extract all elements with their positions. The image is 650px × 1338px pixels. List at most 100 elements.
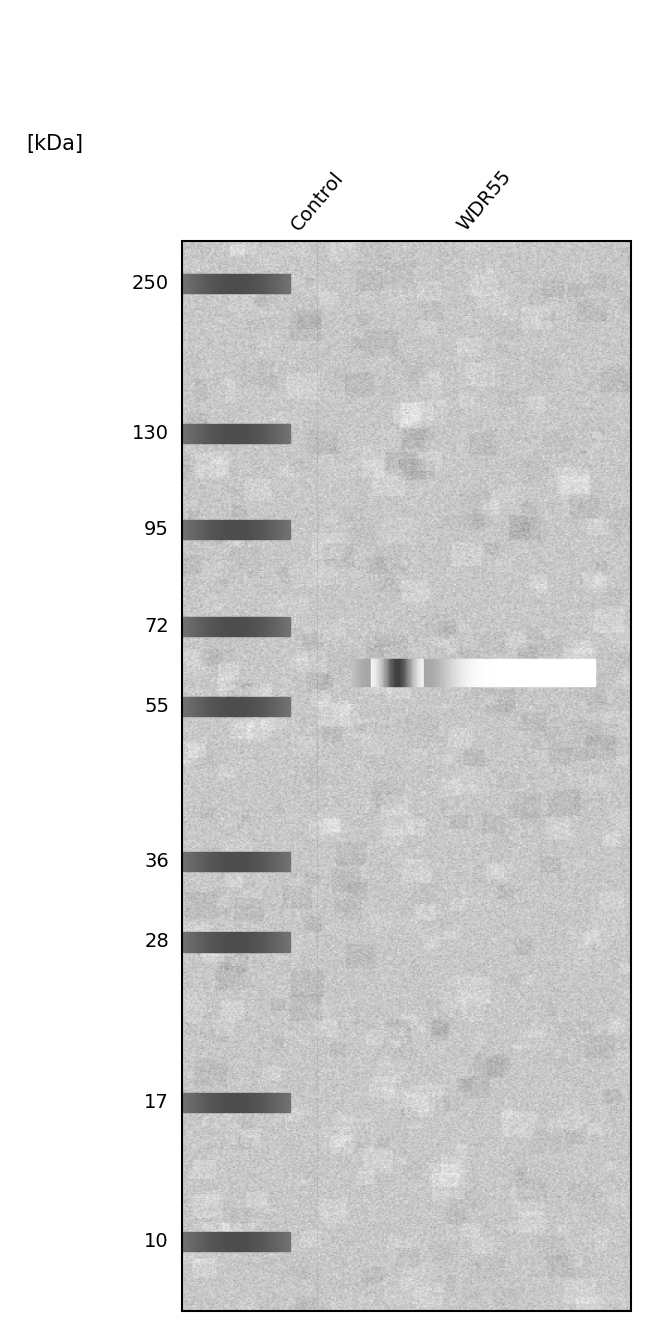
Bar [197,274,198,293]
Bar [206,1093,207,1112]
Bar [287,852,289,871]
Bar [182,424,183,443]
Bar [183,852,184,871]
Bar [285,852,287,871]
Bar [232,1093,233,1112]
Bar [282,424,283,443]
Bar [253,697,254,716]
Bar [525,658,526,685]
Bar [230,424,231,443]
Bar [224,424,226,443]
Bar [243,933,244,951]
Bar [526,658,528,685]
Bar [486,658,488,685]
Bar [426,658,428,685]
Bar [284,424,285,443]
Bar [573,658,574,685]
Bar [194,617,195,636]
Bar [208,1093,209,1112]
Bar [406,658,407,685]
Bar [205,933,206,951]
Bar [361,658,362,685]
Bar [257,1093,258,1112]
Bar [480,658,482,685]
Bar [214,1232,216,1251]
Bar [224,1232,226,1251]
Bar [380,658,382,685]
Bar [261,274,263,293]
Bar [433,658,434,685]
Bar [280,520,281,539]
Bar [277,697,278,716]
Bar [232,852,233,871]
Bar [243,520,244,539]
Bar [508,658,510,685]
Bar [265,1232,266,1251]
Bar [281,274,282,293]
Bar [258,1232,259,1251]
Bar [268,1232,269,1251]
Bar [237,1093,239,1112]
Bar [240,1093,242,1112]
Bar [285,274,287,293]
Bar [244,697,245,716]
Bar [554,658,556,685]
Bar [200,1093,202,1112]
Bar [234,933,235,951]
Bar [260,424,261,443]
Bar [284,933,285,951]
Bar [488,658,489,685]
Bar [220,697,221,716]
Bar [528,658,529,685]
Bar [231,1232,232,1251]
Bar [184,617,185,636]
Bar [195,274,196,293]
Bar [256,933,257,951]
Bar [218,1232,219,1251]
Bar [217,933,218,951]
Bar [569,658,570,685]
Bar [263,933,265,951]
Bar [193,933,194,951]
Bar [214,697,215,716]
Bar [195,1232,196,1251]
Bar [248,1093,250,1112]
Bar [285,1232,287,1251]
Bar [378,658,379,685]
Bar [252,1232,253,1251]
Bar [240,274,242,293]
Bar [430,658,432,685]
Bar [221,520,222,539]
Bar [227,520,229,539]
Bar [217,520,218,539]
Bar [257,424,258,443]
Bar [182,1093,183,1112]
Bar [185,424,187,443]
Bar [272,617,274,636]
Bar [216,424,217,443]
Bar [235,697,237,716]
Bar [185,1093,187,1112]
Bar [276,933,277,951]
Bar [202,933,203,951]
Bar [265,1093,266,1112]
Bar [446,658,447,685]
Bar [266,933,268,951]
Bar [252,424,253,443]
Bar [269,933,270,951]
Bar [224,617,226,636]
Bar [190,933,192,951]
Text: 36: 36 [144,852,169,871]
Bar [193,852,194,871]
Bar [279,1232,280,1251]
Bar [217,617,218,636]
Bar [242,274,243,293]
Bar [397,658,398,685]
Bar [284,697,285,716]
Bar [227,424,229,443]
Bar [408,658,410,685]
Bar [389,658,390,685]
Bar [235,1093,237,1112]
Bar [210,617,211,636]
Bar [253,520,254,539]
